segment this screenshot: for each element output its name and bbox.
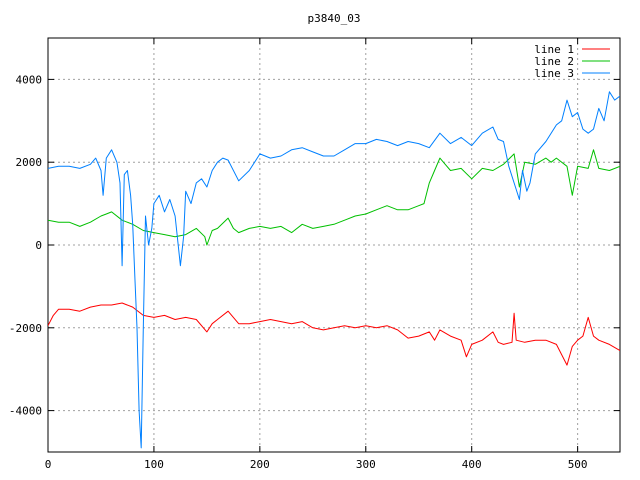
x-tick-label: 0	[45, 458, 52, 471]
chart-title: p3840_03	[308, 12, 361, 25]
series-line-2	[48, 149, 620, 246]
x-tick-label: 400	[462, 458, 482, 471]
x-tick-label: 200	[250, 458, 270, 471]
x-tick-label: 100	[144, 458, 164, 471]
legend-label-2: line 2	[534, 55, 574, 68]
y-tick-label: 0	[35, 239, 42, 252]
y-tick-label: -2000	[9, 322, 42, 335]
axis-ticks: 0 100 200 300 400 500 -4000 -2000 0 2000 4000	[9, 38, 620, 471]
series-line-3	[48, 91, 620, 449]
y-tick-label: 4000	[16, 73, 43, 86]
legend-label-1: line 1	[534, 43, 574, 56]
series-line-1	[48, 302, 620, 366]
y-tick-label: -4000	[9, 405, 42, 418]
x-tick-label: 500	[568, 458, 588, 471]
x-tick-label: 300	[356, 458, 376, 471]
series-group	[48, 91, 620, 449]
legend-label-3: line 3	[534, 67, 574, 80]
y-tick-label: 2000	[16, 156, 43, 169]
